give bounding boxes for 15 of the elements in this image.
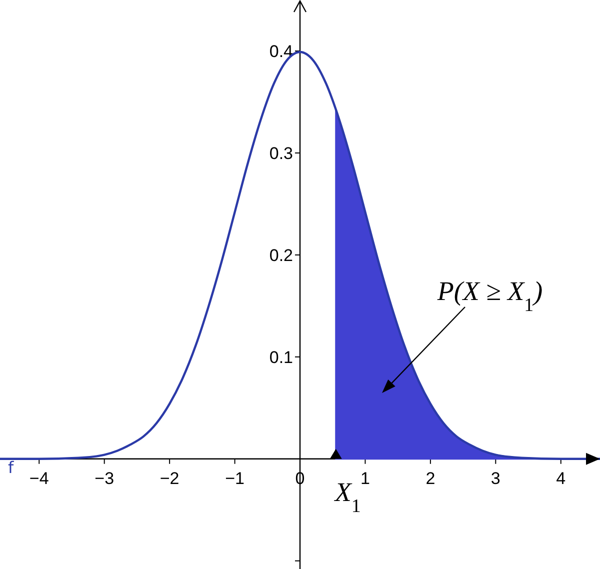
y-tick-label: 0.3	[269, 144, 293, 163]
x-tick-label: 4	[556, 468, 566, 488]
x-tick-label: 3	[490, 468, 500, 488]
annotation: P(X ≥ X$_{1}$)	[436, 276, 543, 316]
x-tick-label: −4	[29, 468, 49, 488]
annotation: X$_{1}$	[334, 476, 361, 516]
y-tick-label: 0.1	[269, 348, 293, 367]
y-tick-label: 0.4	[269, 42, 293, 61]
x-tick-label: 1	[360, 468, 370, 488]
x-tick-label: −2	[160, 468, 180, 488]
x-tick-label: −3	[94, 468, 114, 488]
x-tick-label: −1	[225, 468, 244, 488]
y-tick-label: 0.2	[269, 246, 293, 265]
series-label: f	[8, 458, 14, 477]
x-tick-label: 2	[426, 468, 436, 488]
